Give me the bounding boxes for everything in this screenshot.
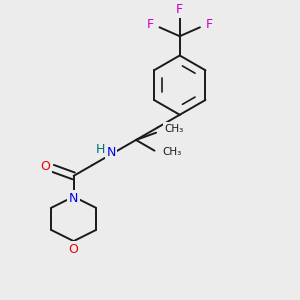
Text: F: F xyxy=(176,3,183,16)
Text: O: O xyxy=(40,160,50,173)
Text: N: N xyxy=(69,192,78,205)
Text: H: H xyxy=(96,142,105,155)
Text: CH₃: CH₃ xyxy=(164,124,184,134)
Text: F: F xyxy=(206,18,213,32)
Text: CH₃: CH₃ xyxy=(163,147,182,157)
Text: N: N xyxy=(106,146,116,159)
Text: F: F xyxy=(146,18,154,32)
Text: O: O xyxy=(69,243,79,256)
